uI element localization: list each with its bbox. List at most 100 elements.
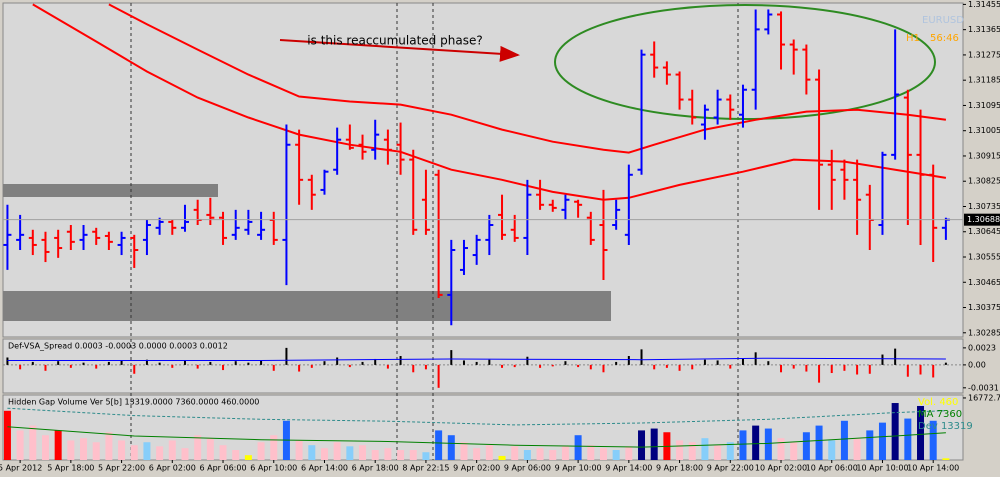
histogram-bar (866, 430, 874, 460)
histogram-bar (244, 455, 252, 460)
histogram-bar (587, 445, 595, 460)
indicator-line (7, 426, 946, 448)
histogram-bar (726, 442, 734, 460)
histogram-bar (676, 440, 684, 460)
histogram-bar (665, 364, 668, 368)
histogram-bar (133, 364, 136, 374)
x-tick-label: 10 Apr 14:00 (907, 464, 959, 473)
histogram-bar (384, 448, 392, 460)
histogram-bar (678, 364, 681, 371)
histogram-bar (856, 364, 859, 375)
histogram-bar (333, 442, 341, 460)
histogram-bar (437, 364, 440, 388)
x-tick-label: 10 Apr 10:00 (856, 464, 908, 473)
legend-entry: Dev 13319 (918, 421, 973, 432)
histogram-bar (615, 361, 618, 365)
histogram-bar (346, 446, 354, 460)
histogram-bar (219, 445, 227, 460)
histogram-bar (29, 425, 37, 460)
indicator-line (108, 3, 947, 154)
histogram-bar (574, 435, 582, 460)
histogram-bar (371, 450, 379, 460)
histogram-bar (701, 438, 709, 460)
histogram-bar (790, 442, 798, 460)
histogram-bar (894, 348, 897, 365)
histogram-bar (627, 356, 630, 365)
histogram-bar (209, 361, 212, 365)
histogram-bar (549, 450, 557, 460)
indicator-title: Def-VSA_Spread 0.0003 -0.0003 0.0000 0.0… (8, 342, 228, 351)
histogram-bar (904, 418, 912, 460)
histogram-bar (640, 349, 643, 365)
histogram-bar (752, 425, 760, 460)
histogram-bar (69, 364, 72, 368)
histogram-bar (234, 361, 237, 365)
indicator-line (32, 3, 947, 201)
histogram-bar (777, 438, 785, 460)
histogram-bar (602, 364, 605, 373)
spread-panel (2, 338, 964, 394)
histogram-bar (424, 364, 427, 370)
zone-box (3, 291, 611, 321)
histogram-bar (260, 360, 263, 365)
histogram-bar (247, 362, 250, 365)
histogram-bar (156, 446, 164, 460)
histogram-bar (714, 445, 722, 460)
histogram-bar (92, 442, 100, 460)
histogram-bar (206, 438, 214, 460)
histogram-bar (57, 361, 60, 365)
x-tick-label: 6 Apr 02:00 (149, 464, 196, 473)
x-tick-label: 9 Apr 10:00 (555, 464, 602, 473)
histogram-bar (536, 448, 544, 460)
histogram-bar (561, 446, 569, 460)
histogram-bar (310, 364, 313, 368)
y-tick-label: 1.31455 (968, 0, 1000, 9)
histogram-bar (447, 435, 455, 460)
histogram-bar (815, 425, 823, 460)
x-tick-label: 6 Apr 18:00 (352, 464, 399, 473)
histogram-bar (196, 364, 199, 369)
histogram-bar (792, 364, 795, 369)
price-panel (2, 2, 964, 338)
histogram-bar (397, 450, 405, 460)
x-tick-label: 9 Apr 02:00 (453, 464, 500, 473)
histogram-bar (906, 364, 909, 377)
y-tick-label: 1.30915 (968, 151, 1000, 160)
histogram-bar (878, 422, 886, 460)
histogram-bar (270, 435, 278, 460)
histogram-bar (308, 445, 316, 460)
histogram-bar (703, 359, 706, 365)
histogram-bar (577, 364, 580, 368)
y-tick-label: 1.30735 (968, 202, 1000, 211)
histogram-bar (80, 438, 88, 460)
histogram-bar (120, 360, 123, 365)
histogram-bar (295, 440, 303, 460)
histogram-bar (612, 450, 620, 460)
histogram-bar (501, 364, 504, 368)
x-tick-label: 6 Apr 14:00 (301, 464, 348, 473)
indicator-title: Hidden Gap Volume Ver 5[b] 13319.0000 73… (8, 398, 259, 407)
histogram-bar (473, 448, 481, 460)
histogram-bar (222, 364, 225, 371)
separators (130, 3, 739, 460)
histogram-bar (551, 364, 554, 367)
symbol: EURUSD (922, 15, 964, 26)
histogram-bar (526, 356, 529, 365)
y-tick-label: 1.30375 (968, 303, 1000, 312)
histogram-bar (881, 354, 884, 365)
histogram-bar (840, 420, 848, 460)
arrow (279, 39, 520, 62)
timeframe: H1 (906, 33, 920, 44)
y-tick-label: 1.30465 (968, 278, 1000, 287)
x-tick-label: 9 Apr 06:00 (504, 464, 551, 473)
current-price-box (964, 213, 1000, 226)
y-tick-label: 1.30555 (968, 253, 1000, 262)
histogram-bar (891, 403, 899, 460)
y-tick-label: 1.31185 (968, 76, 1000, 85)
histogram-bar (31, 361, 34, 365)
histogram-bar (741, 358, 744, 365)
histogram-bar (932, 364, 935, 378)
histogram-bar (929, 420, 937, 460)
histogram-bar (348, 364, 351, 368)
